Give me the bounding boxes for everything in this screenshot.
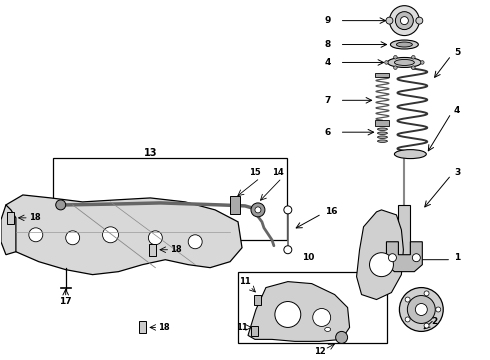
Bar [375,73,390,77]
Circle shape [407,296,435,323]
Circle shape [416,303,427,315]
Text: 12: 12 [314,347,325,356]
Circle shape [413,254,420,262]
Bar [53,158,287,240]
Circle shape [395,12,414,30]
Circle shape [420,61,424,64]
Circle shape [424,323,429,328]
Circle shape [386,17,393,24]
Circle shape [424,291,429,296]
Ellipse shape [377,140,388,143]
Ellipse shape [377,128,388,130]
Text: 7: 7 [324,96,331,105]
Ellipse shape [325,328,331,332]
Polygon shape [248,282,349,341]
Circle shape [29,228,43,242]
Bar [7,212,14,224]
Circle shape [405,317,410,322]
Text: 18: 18 [158,323,170,332]
Bar [254,294,262,305]
Circle shape [255,207,261,213]
Text: 14: 14 [272,167,284,176]
Circle shape [436,307,441,312]
Polygon shape [1,205,16,255]
Circle shape [188,235,202,249]
Polygon shape [5,195,242,275]
Circle shape [369,253,393,276]
Ellipse shape [377,132,388,134]
Ellipse shape [394,150,426,159]
Circle shape [412,55,415,59]
Text: 16: 16 [325,207,338,216]
Bar [139,321,146,333]
Circle shape [400,17,408,24]
Text: 8: 8 [324,40,331,49]
Bar [238,272,388,343]
Polygon shape [387,242,422,272]
Bar [230,196,240,214]
Circle shape [275,302,301,328]
Text: 9: 9 [324,16,331,25]
Circle shape [385,61,388,64]
Text: 11: 11 [236,323,248,332]
Circle shape [405,297,410,302]
Ellipse shape [388,58,421,67]
Circle shape [56,200,66,210]
Text: 5: 5 [454,48,460,57]
Circle shape [102,227,119,243]
Text: 10: 10 [301,253,314,262]
Text: 4: 4 [324,58,331,67]
Ellipse shape [396,42,413,47]
Polygon shape [357,210,403,300]
Text: 17: 17 [59,297,72,306]
Bar [375,120,390,126]
Text: 18: 18 [171,245,182,254]
Circle shape [66,231,80,245]
Bar [398,205,410,255]
Text: 11: 11 [239,277,251,286]
Circle shape [412,66,415,69]
Circle shape [284,206,292,214]
Text: 6: 6 [324,128,331,137]
Circle shape [284,246,292,254]
Text: 2: 2 [431,317,438,326]
Circle shape [393,66,397,69]
Ellipse shape [377,136,388,138]
Bar [149,244,156,256]
Circle shape [148,231,162,245]
Ellipse shape [394,59,415,66]
Circle shape [399,288,443,332]
Bar [251,327,258,336]
Text: 15: 15 [249,167,261,176]
Circle shape [389,254,396,262]
Circle shape [393,55,397,59]
Text: 18: 18 [29,213,41,222]
Text: 1: 1 [454,253,460,262]
Text: 13: 13 [144,148,157,158]
Circle shape [251,203,265,217]
Circle shape [313,309,331,327]
Text: 3: 3 [454,167,460,176]
Text: 4: 4 [454,106,461,115]
Circle shape [416,17,423,24]
Circle shape [390,6,419,36]
Circle shape [336,332,347,343]
Ellipse shape [391,40,418,49]
